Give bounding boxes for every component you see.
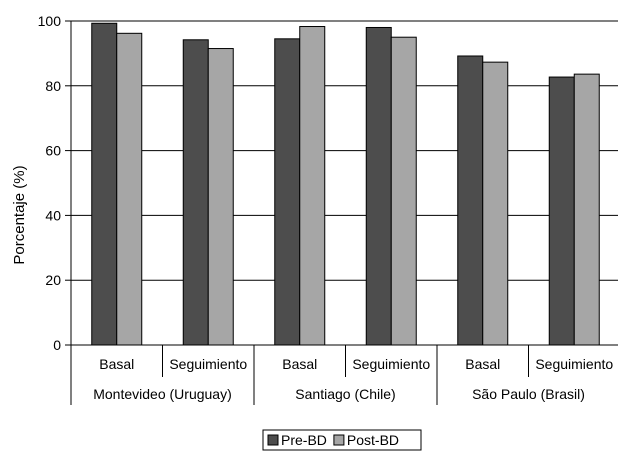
gridlines: [71, 20, 618, 281]
axes: [65, 20, 618, 405]
y-tick-label: 80: [45, 78, 61, 94]
legend: Pre-BD Post-BD: [262, 429, 422, 451]
legend-swatch: [267, 434, 279, 446]
group-label: São Paulo (Brasil): [472, 386, 585, 402]
x-tick-labels: Basal Seguimiento Basal Seguimiento Basal Seg…: [93, 356, 613, 402]
group-label: Montevideo (Uruguay): [93, 386, 232, 402]
bar-post-bd-4: [482, 61, 509, 346]
bar-post-bd-3: [390, 36, 417, 346]
y-tick-label: 40: [45, 207, 61, 223]
bar-pre-bd-1: [182, 39, 209, 346]
x-tick-label: Basal: [465, 356, 500, 372]
y-tick-label: 100: [38, 13, 62, 29]
bar-post-bd-0: [116, 32, 143, 346]
bar-pre-bd-3: [365, 26, 392, 346]
y-tick-label: 60: [45, 143, 61, 159]
legend-label: Post-BD: [347, 432, 399, 448]
bar-pre-bd-5: [548, 76, 575, 346]
bar-pre-bd-4: [457, 55, 484, 346]
bar-post-bd-2: [299, 26, 326, 346]
x-tick-label: Seguimiento: [535, 356, 613, 372]
group-label: Santiago (Chile): [295, 386, 395, 402]
x-tick-label: Seguimiento: [352, 356, 430, 372]
y-tick-labels: 0 20 40 60 80 100: [38, 13, 62, 353]
bar-post-bd-1: [207, 48, 234, 346]
bar-post-bd-5: [573, 73, 600, 346]
x-tick-label: Seguimiento: [169, 356, 247, 372]
legend-label: Pre-BD: [281, 432, 327, 448]
bars: [91, 22, 600, 346]
y-tick-label: 20: [45, 272, 61, 288]
y-tick-label: 0: [53, 337, 61, 353]
x-tick-label: Basal: [99, 356, 134, 372]
bar-pre-bd-0: [91, 22, 118, 346]
bar-pre-bd-2: [274, 38, 301, 346]
legend-swatch: [333, 434, 345, 446]
x-tick-label: Basal: [282, 356, 317, 372]
y-axis-label: Porcentaje (%): [11, 165, 28, 264]
